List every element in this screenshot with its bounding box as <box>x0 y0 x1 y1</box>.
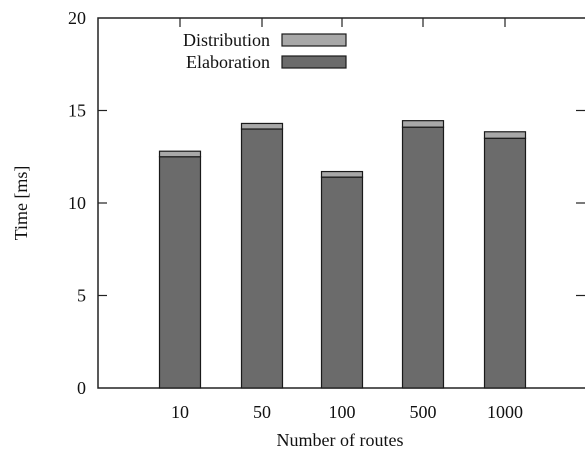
bar-distribution-100 <box>320 170 364 178</box>
bar-elaboration-100 <box>320 176 364 389</box>
bars <box>158 120 527 389</box>
x-tick-label: 1000 <box>487 402 523 422</box>
bar-elaboration-50 <box>240 128 284 389</box>
x-tick-label: 500 <box>410 402 437 422</box>
legend-swatch-elaboration <box>281 55 347 69</box>
bar-distribution-50 <box>240 122 284 130</box>
y-tick-label: 0 <box>77 378 86 398</box>
y-tick-label: 10 <box>68 193 86 213</box>
y-tick-label: 15 <box>68 101 86 121</box>
bar-distribution-500 <box>401 120 445 128</box>
legend-label-elaboration: Elaboration <box>186 52 270 72</box>
y-axis-label: Time [ms] <box>11 166 31 241</box>
y-tick-label: 20 <box>68 8 86 28</box>
bar-elaboration-10 <box>158 156 202 389</box>
bar-elaboration-1000 <box>483 137 527 389</box>
x-tick-label: 50 <box>253 402 271 422</box>
x-tick-label: 100 <box>329 402 356 422</box>
bar-distribution-10 <box>158 150 202 158</box>
x-axis-label: Number of routes <box>277 430 404 450</box>
legend-label-distribution: Distribution <box>183 30 270 50</box>
bar-distribution-1000 <box>483 131 527 139</box>
legend-swatch-distribution <box>281 33 347 47</box>
bar-elaboration-500 <box>401 126 445 389</box>
y-axis-ticks: 0 5 10 15 20 <box>68 8 585 398</box>
y-tick-label: 5 <box>77 286 86 306</box>
x-tick-label: 10 <box>171 402 189 422</box>
